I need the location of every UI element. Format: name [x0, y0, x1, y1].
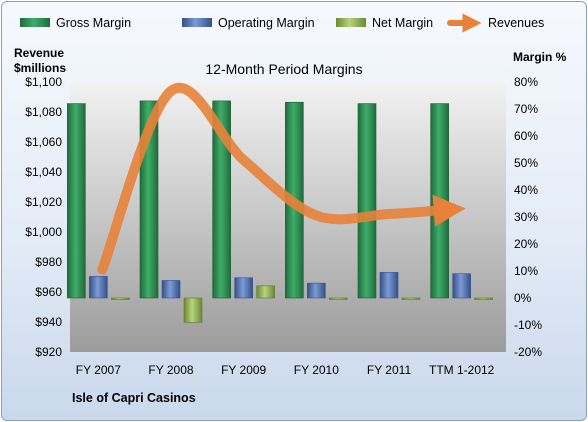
net-margin-bar [256, 285, 275, 299]
legend-label-gross-margin: Gross Margin [56, 16, 131, 30]
net-margin-bar [474, 297, 493, 300]
right-tick-label: 50% [514, 156, 538, 170]
legend-label-revenues: Revenues [488, 16, 544, 30]
right-tick-label: 60% [514, 129, 538, 143]
left-tick-label: $1,000 [25, 225, 62, 239]
right-tick-label: 0% [514, 291, 532, 305]
right-tick-label: 80% [514, 75, 538, 89]
left-axis-title-line2: $millions [14, 61, 66, 75]
company-name: Isle of Capri Casinos [72, 391, 196, 405]
left-tick-label: $940 [35, 315, 62, 329]
net-margin-bar [401, 297, 421, 300]
category-label: FY 2007 [76, 363, 121, 377]
gross-margin-bar [212, 100, 231, 299]
operating-margin-bar [161, 280, 181, 299]
legend-label-net-margin: Net Margin [372, 16, 433, 30]
right-tick-label: -20% [514, 345, 542, 359]
operating-margin-bar [307, 282, 326, 299]
category-label: FY 2008 [148, 363, 193, 377]
right-tick-label: 40% [514, 183, 538, 197]
right-tick-label: 20% [514, 237, 538, 251]
left-tick-label: $1,020 [25, 195, 62, 209]
net-margin-bar [183, 297, 203, 323]
category-label: FY 2009 [221, 363, 266, 377]
gross-margin-bar [67, 103, 86, 299]
gross-margin-bar [430, 103, 449, 299]
gross-margin-bar [357, 103, 377, 299]
left-tick-label: $1,100 [25, 75, 62, 89]
operating-margin-bar [379, 272, 399, 299]
left-tick-label: $1,080 [25, 105, 62, 119]
left-axis-title-line1: Revenue [14, 46, 64, 60]
axis-ticks: $920 $940 $960 $980 $1,000 $1,020 $1,040 $1,060… [25, 75, 542, 359]
left-tick-label: $1,040 [25, 165, 62, 179]
legend-swatch-gross-margin [20, 18, 50, 27]
operating-margin-bar [452, 273, 471, 299]
right-tick-label: -10% [514, 318, 542, 332]
right-tick-label: 30% [514, 210, 538, 224]
left-tick-label: $1,060 [25, 135, 62, 149]
category-label: TTM 1-2012 [429, 363, 495, 377]
operating-margin-bar [89, 276, 108, 299]
category-label: FY 2010 [294, 363, 339, 377]
net-margin-bar [329, 297, 348, 300]
chart-title: 12-Month Period Margins [205, 61, 362, 77]
legend-label-operating-margin: Operating Margin [218, 16, 315, 30]
legend: Gross Margin Operating Margin Net Margin… [20, 13, 544, 33]
right-tick-label: 10% [514, 264, 538, 278]
category-labels: FY 2007 FY 2008 FY 2009 FY 2010 FY 2011 TTM 1… [76, 363, 495, 377]
legend-swatch-operating-margin [182, 18, 212, 27]
category-label: FY 2011 [367, 363, 412, 377]
net-margin-bar [111, 297, 130, 300]
operating-margin-bar [234, 277, 253, 299]
left-tick-label: $980 [35, 255, 62, 269]
right-tick-label: 70% [514, 102, 538, 116]
left-tick-label: $960 [35, 285, 62, 299]
legend-swatch-net-margin [336, 18, 366, 27]
revenue-line [97, 83, 466, 275]
right-axis-title: Margin % [513, 50, 567, 64]
left-tick-label: $920 [35, 345, 62, 359]
